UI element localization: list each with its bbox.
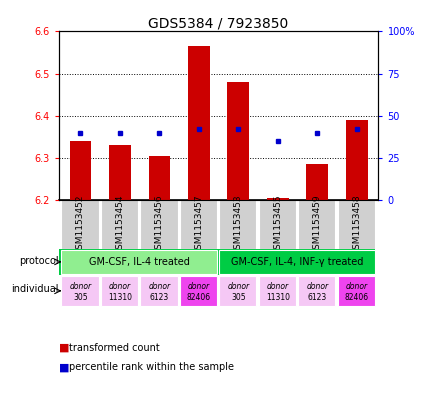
Text: GSM1153454: GSM1153454 xyxy=(115,194,124,255)
Text: ■: ■ xyxy=(59,362,69,373)
Bar xyxy=(61,276,99,306)
Bar xyxy=(345,120,367,200)
Bar xyxy=(140,200,177,249)
Bar xyxy=(148,156,170,200)
Text: donor: donor xyxy=(69,282,91,291)
Bar xyxy=(187,46,209,200)
Text: GSM1153458: GSM1153458 xyxy=(352,194,360,255)
Text: 11310: 11310 xyxy=(265,293,289,302)
Text: 305: 305 xyxy=(73,293,88,302)
Bar xyxy=(219,200,256,249)
Bar xyxy=(180,276,217,306)
Text: 11310: 11310 xyxy=(108,293,132,302)
Bar xyxy=(69,141,91,200)
Text: GM-CSF, IL-4, INF-γ treated: GM-CSF, IL-4, INF-γ treated xyxy=(231,257,363,267)
Text: 82406: 82406 xyxy=(186,293,210,302)
Text: GSM1153452: GSM1153452 xyxy=(76,194,85,255)
Title: GDS5384 / 7923850: GDS5384 / 7923850 xyxy=(148,16,288,30)
Text: protocol: protocol xyxy=(20,255,59,266)
Bar xyxy=(306,164,327,200)
Text: percentile rank within the sample: percentile rank within the sample xyxy=(69,362,233,373)
Bar xyxy=(266,198,288,200)
Bar xyxy=(337,276,374,306)
Text: donor: donor xyxy=(148,282,170,291)
Text: individual: individual xyxy=(12,284,59,294)
Bar xyxy=(109,145,131,200)
Text: donor: donor xyxy=(266,282,288,291)
Text: transformed count: transformed count xyxy=(69,343,159,353)
Text: donor: donor xyxy=(227,282,249,291)
Bar xyxy=(140,276,177,306)
Bar xyxy=(101,276,138,306)
Text: 305: 305 xyxy=(230,293,245,302)
Bar xyxy=(337,200,374,249)
Text: donor: donor xyxy=(187,282,210,291)
Text: 82406: 82406 xyxy=(344,293,368,302)
Text: 6123: 6123 xyxy=(149,293,169,302)
Bar xyxy=(219,276,256,306)
Text: donor: donor xyxy=(108,282,131,291)
Bar xyxy=(258,276,295,306)
Bar xyxy=(101,200,138,249)
Text: 6123: 6123 xyxy=(307,293,326,302)
Bar xyxy=(298,276,335,306)
Text: donor: donor xyxy=(306,282,328,291)
Bar xyxy=(61,200,99,249)
Text: GSM1153457: GSM1153457 xyxy=(194,194,203,255)
Text: GSM1153456: GSM1153456 xyxy=(155,194,164,255)
Bar xyxy=(258,200,295,249)
Bar xyxy=(61,250,217,274)
Bar xyxy=(227,82,249,200)
Text: GSM1153455: GSM1153455 xyxy=(273,194,282,255)
Bar xyxy=(180,200,217,249)
Text: ■: ■ xyxy=(59,343,69,353)
Text: GSM1153453: GSM1153453 xyxy=(233,194,242,255)
Bar xyxy=(298,200,335,249)
Text: GSM1153459: GSM1153459 xyxy=(312,194,321,255)
Text: GM-CSF, IL-4 treated: GM-CSF, IL-4 treated xyxy=(89,257,190,267)
Text: donor: donor xyxy=(345,282,367,291)
Bar xyxy=(219,250,374,274)
